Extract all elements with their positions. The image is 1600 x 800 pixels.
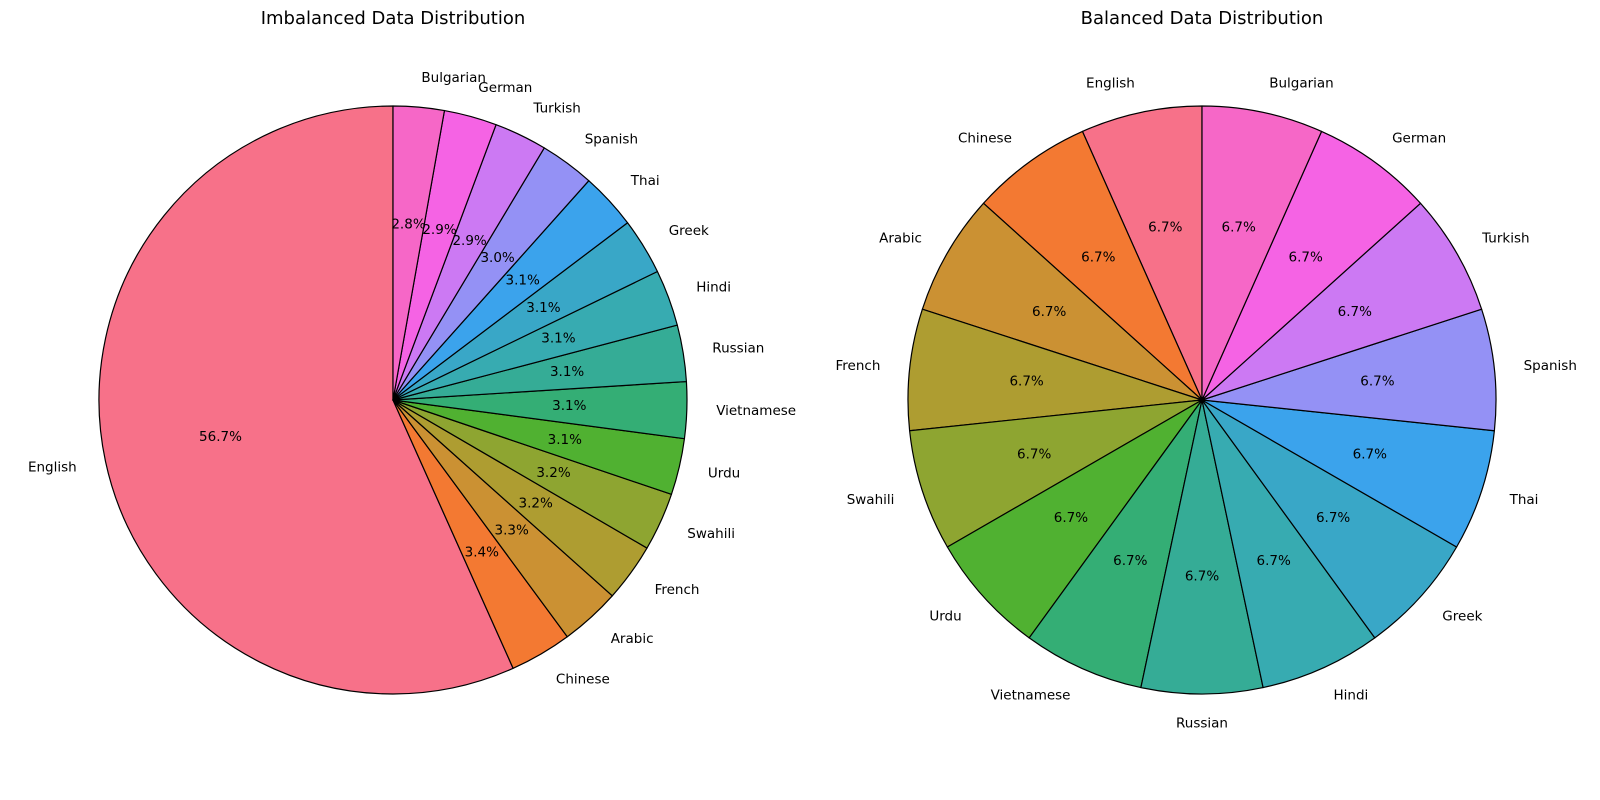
category-label-russian: Russian	[1176, 715, 1228, 731]
pct-label-bulgarian: 2.8%	[391, 216, 425, 232]
pie-slice-swahili	[909, 399, 1203, 548]
category-label-chinese: Chinese	[958, 130, 1012, 146]
pct-label-arabic: 3.3%	[495, 523, 529, 539]
category-label-thai: Thai	[1509, 492, 1539, 508]
category-label-spanish: Spanish	[1524, 358, 1577, 374]
pie-slice-spanish	[1201, 308, 1497, 432]
chart-title-imbalanced: Imbalanced Data Distribution	[261, 8, 526, 29]
category-label-french: French	[655, 582, 700, 598]
pie-slice-english	[1081, 105, 1203, 401]
pie-slice-greek	[1201, 399, 1458, 639]
chart-title-balanced: Balanced Data Distribution	[1081, 8, 1324, 29]
category-label-spanish: Spanish	[585, 132, 638, 148]
category-label-swahili: Swahili	[687, 526, 735, 542]
pct-label-german: 6.7%	[1289, 249, 1323, 265]
pct-label-french: 3.2%	[519, 496, 553, 512]
category-label-french: French	[836, 358, 881, 374]
pct-label-chinese: 6.7%	[1081, 249, 1115, 265]
pie-slice-vietnamese	[1028, 399, 1203, 689]
pct-label-russian: 6.7%	[1185, 568, 1219, 584]
category-label-hindi: Hindi	[696, 280, 731, 296]
category-label-bulgarian: Bulgarian	[421, 70, 486, 86]
pie-slice-hindi	[1201, 399, 1376, 689]
category-label-english: English	[1086, 76, 1135, 92]
pie-chart-balanced: Balanced Data Distribution English 6.7% Ch…	[836, 8, 1577, 731]
pct-label-urdu: 6.7%	[1054, 510, 1088, 526]
category-label-greek: Greek	[669, 223, 709, 239]
category-label-urdu: Urdu	[708, 466, 740, 482]
pct-label-arabic: 6.7%	[1032, 304, 1066, 320]
pie-chart-imbalanced: Imbalanced Data Distribution English 56.7…	[28, 8, 796, 695]
pct-label-french: 6.7%	[1009, 374, 1043, 390]
category-label-russian: Russian	[712, 340, 764, 356]
category-label-arabic: Arabic	[611, 631, 654, 647]
pct-label-turkish: 6.7%	[1338, 304, 1372, 320]
category-label-hindi: Hindi	[1334, 687, 1369, 703]
category-label-urdu: Urdu	[929, 608, 961, 624]
pie-slice-thai	[1201, 399, 1495, 548]
pct-label-spanish: 6.7%	[1360, 374, 1394, 390]
category-label-german: German	[478, 80, 532, 96]
category-label-turkish: Turkish	[532, 101, 580, 117]
pct-label-english: 56.7%	[199, 429, 242, 445]
category-label-english: English	[28, 460, 77, 476]
pct-label-german: 2.9%	[422, 222, 456, 238]
category-label-greek: Greek	[1442, 608, 1482, 624]
pct-label-vietnamese: 6.7%	[1113, 553, 1147, 569]
pie-slice-bulgarian	[1201, 105, 1323, 401]
category-label-vietnamese: Vietnamese	[991, 687, 1071, 703]
pct-label-greek: 6.7%	[1316, 510, 1350, 526]
pie-imbalanced-slices: English 56.7% Chinese 3.4% Arabic 3.3% French 3…	[28, 70, 796, 695]
pie-slice-arabic	[921, 202, 1203, 401]
pie-slice-german	[1201, 130, 1422, 401]
pct-label-thai: 3.1%	[506, 273, 540, 289]
pie-slice-turkish	[1201, 202, 1483, 401]
category-label-thai: Thai	[630, 173, 660, 189]
pie-slice-english	[98, 105, 514, 695]
pie-slice-chinese	[982, 130, 1203, 401]
category-label-german: German	[1392, 130, 1446, 146]
pct-label-chinese: 3.4%	[465, 544, 499, 560]
pct-label-thai: 6.7%	[1353, 447, 1387, 463]
pie-slice-russian	[1140, 399, 1264, 695]
pct-label-hindi: 6.7%	[1257, 553, 1291, 569]
pct-label-turkish: 2.9%	[452, 233, 486, 249]
category-label-vietnamese: Vietnamese	[716, 403, 796, 419]
pct-label-bulgarian: 6.7%	[1222, 220, 1256, 236]
pie-slice-bulgarian	[392, 105, 446, 401]
category-label-turkish: Turkish	[1481, 230, 1529, 246]
pct-label-vietnamese: 3.1%	[552, 398, 586, 414]
pie-slice-urdu	[946, 399, 1203, 639]
pie-slice-french	[907, 308, 1203, 432]
pie-balanced-slices: English 6.7% Chinese 6.7% Arabic 6.7% French 6.…	[836, 76, 1577, 732]
category-label-bulgarian: Bulgarian	[1269, 76, 1334, 92]
pct-label-spanish: 3.0%	[480, 250, 514, 266]
pct-label-russian: 3.1%	[550, 364, 584, 380]
category-label-chinese: Chinese	[556, 671, 610, 687]
pct-label-swahili: 6.7%	[1017, 447, 1051, 463]
category-label-arabic: Arabic	[879, 230, 922, 246]
pct-label-swahili: 3.2%	[536, 465, 570, 481]
category-label-swahili: Swahili	[847, 492, 895, 508]
pct-label-english: 6.7%	[1148, 220, 1182, 236]
pct-label-hindi: 3.1%	[541, 331, 575, 347]
pct-label-urdu: 3.1%	[548, 432, 582, 448]
pct-label-greek: 3.1%	[526, 300, 560, 316]
